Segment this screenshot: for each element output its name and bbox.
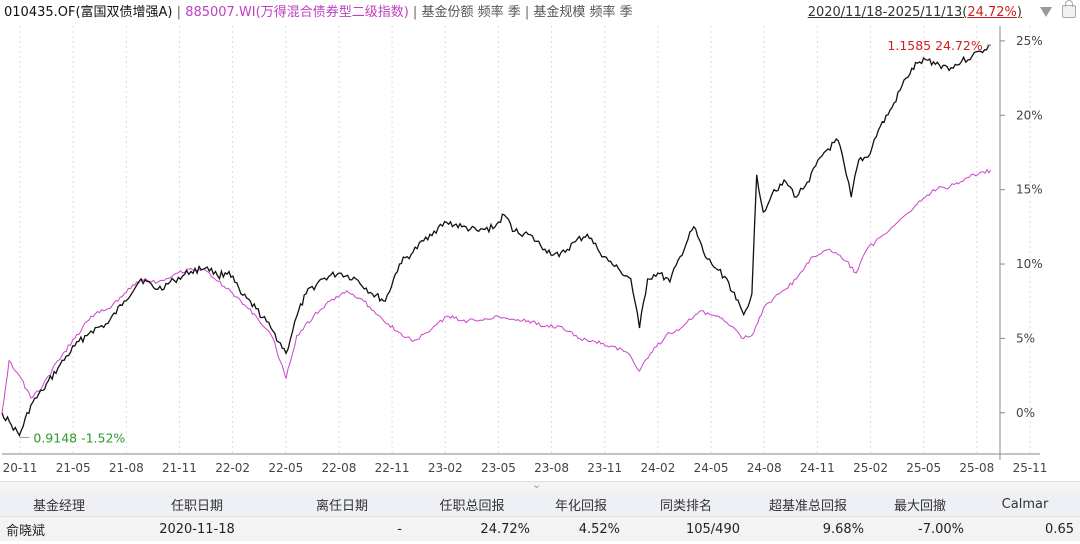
cell-annual-return: 4.52%: [536, 516, 626, 541]
high-annotation: 1.1585 24.72%: [887, 38, 982, 53]
line-chart: 25% 20% 15% 10% 5% 0% 20-11 21-05 21-08 21-11 22-…: [1, 26, 1048, 475]
x-tick-label: 21-11: [162, 461, 197, 475]
cell-max-drawdown: -7.00%: [870, 516, 970, 541]
y-tick-label: 10%: [1016, 257, 1043, 271]
x-tick-label: 24-05: [694, 461, 729, 475]
col-header[interactable]: 基金经理: [0, 492, 118, 517]
x-tick-label: 22-11: [375, 461, 410, 475]
y-axis-ticks: 25% 20% 15% 10% 5% 0%: [1000, 34, 1043, 420]
table-row[interactable]: 俞晓斌 2020-11-18 - 24.72% 4.52% 105/490 9.…: [0, 516, 1080, 541]
x-tick-label: 21-05: [56, 461, 91, 475]
separator-3: |: [524, 5, 530, 20]
x-tick-label: 25-11: [1013, 461, 1048, 475]
date-range-control[interactable]: 2020/11/18-2025/11/13(24.72%): [807, 5, 1022, 20]
x-tick-label: 23-05: [481, 461, 516, 475]
cell-excess-return: 9.68%: [746, 516, 870, 541]
date-range-text[interactable]: 2020/11/18-2025/11/13: [807, 5, 963, 20]
index-legend-label[interactable]: 885007.WI(万得混合债券型二级指数): [185, 5, 409, 20]
grid-lines: [2, 26, 1040, 460]
x-tick-label: 22-02: [215, 461, 250, 475]
cell-peer-rank: 105/490: [626, 516, 746, 541]
x-tick-label: 23-02: [428, 461, 463, 475]
double-chevron-down-icon[interactable]: ⌄: [532, 478, 542, 491]
cell-manager: 俞晓斌: [0, 516, 118, 541]
lock-icon[interactable]: [1062, 0, 1076, 18]
col-header[interactable]: 离任日期: [276, 492, 408, 517]
index-series-line: [1, 168, 992, 413]
manager-table: 基金经理 任职日期 离任日期 任职总回报 年化回报 同类排名 超基准总回报 最大…: [0, 492, 1080, 541]
y-tick-label: 20%: [1016, 108, 1043, 122]
fund-legend-label[interactable]: 010435.OF(富国双债增强A): [4, 5, 173, 20]
x-tick-label: 24-11: [800, 461, 835, 475]
y-tick-label: 5%: [1016, 331, 1035, 345]
x-tick-label: 20-11: [3, 461, 38, 475]
share-frequency-label[interactable]: 基金份额 频率 季: [421, 5, 521, 20]
x-axis-ticks: 20-11 21-05 21-08 21-11 22-02 22-05 22-08 22-11…: [3, 461, 1048, 475]
x-tick-label: 25-05: [906, 461, 941, 475]
x-tick-label: 24-02: [640, 461, 675, 475]
col-header[interactable]: 任职日期: [118, 492, 276, 517]
col-header[interactable]: 年化回报: [536, 492, 626, 517]
y-tick-label: 0%: [1016, 406, 1035, 420]
y-tick-label: 25%: [1016, 34, 1043, 48]
y-tick-label: 15%: [1016, 183, 1043, 197]
table-header-row: 基金经理 任职日期 离任日期 任职总回报 年化回报 同类排名 超基准总回报 最大…: [0, 492, 1080, 517]
cell-start-date: 2020-11-18: [118, 516, 276, 541]
range-return: 24.72%: [967, 5, 1017, 20]
x-tick-label: 25-08: [959, 461, 994, 475]
col-header[interactable]: 任职总回报: [408, 492, 536, 517]
chevron-down-icon[interactable]: [1040, 7, 1052, 17]
x-tick-label: 22-08: [322, 461, 357, 475]
x-tick-label: 21-08: [109, 461, 144, 475]
col-header[interactable]: Calmar: [970, 492, 1080, 517]
cell-calmar: 0.65: [970, 516, 1080, 541]
col-header[interactable]: 同类排名: [626, 492, 746, 517]
annotations: 1.1585 24.72% 0.9148 -1.52%: [19, 38, 991, 445]
x-tick-label: 25-02: [853, 461, 888, 475]
cell-total-return: 24.72%: [408, 516, 536, 541]
x-tick-label: 23-11: [587, 461, 622, 475]
scale-frequency-label[interactable]: 基金规模 频率 季: [533, 5, 633, 20]
low-annotation: 0.9148 -1.52%: [33, 430, 125, 445]
x-tick-label: 23-08: [534, 461, 569, 475]
cell-end-date: -: [276, 516, 408, 541]
panel-splitter[interactable]: ⌄: [0, 478, 1080, 492]
separator-1: |: [176, 5, 182, 20]
chart-header: 010435.OF(富国双债增强A) | 885007.WI(万得混合债券型二级…: [0, 0, 1080, 26]
fund-series-line: [1, 44, 991, 437]
x-tick-label: 24-08: [747, 461, 782, 475]
separator-2: |: [412, 5, 418, 20]
x-tick-label: 22-05: [268, 461, 303, 475]
col-header[interactable]: 最大回撤: [870, 492, 970, 517]
col-header[interactable]: 超基准总回报: [746, 492, 870, 517]
legend-line: 010435.OF(富国双债增强A) | 885007.WI(万得混合债券型二级…: [4, 0, 633, 26]
